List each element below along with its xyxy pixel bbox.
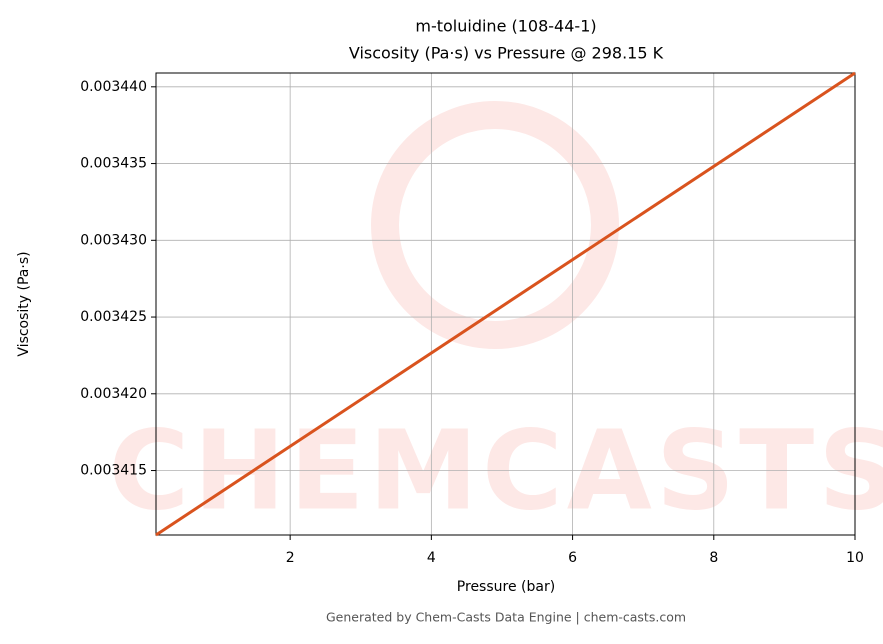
x-tick-label: 6 bbox=[568, 550, 577, 566]
y-tick-label: 0.003415 bbox=[80, 463, 147, 479]
x-axis-label: Pressure (bar) bbox=[457, 579, 555, 595]
chart-subtitle: Viscosity (Pa·s) vs Pressure @ 298.15 K bbox=[349, 44, 664, 63]
footer: Generated by Chem-Casts Data Engine | ch… bbox=[326, 610, 686, 625]
x-tick-label: 10 bbox=[846, 550, 864, 566]
data-line bbox=[155, 71, 856, 537]
watermark: CHEMCASTS bbox=[109, 101, 883, 534]
y-tick-label: 0.003425 bbox=[80, 309, 147, 325]
x-tick-label: 8 bbox=[709, 550, 718, 566]
y-tick-label: 0.003430 bbox=[80, 232, 147, 248]
y-tick-label: 0.003420 bbox=[80, 386, 147, 402]
watermark-logo bbox=[371, 101, 619, 349]
plot-frame bbox=[155, 72, 856, 536]
y-axis-label: Viscosity (Pa·s) bbox=[16, 251, 32, 356]
x-tick-label: 4 bbox=[427, 550, 436, 566]
y-tick-label: 0.003440 bbox=[80, 79, 147, 95]
chart-title: m-toluidine (108-44-1) bbox=[415, 17, 596, 36]
y-tick-label: 0.003435 bbox=[80, 156, 147, 172]
x-tick-label: 2 bbox=[286, 550, 295, 566]
